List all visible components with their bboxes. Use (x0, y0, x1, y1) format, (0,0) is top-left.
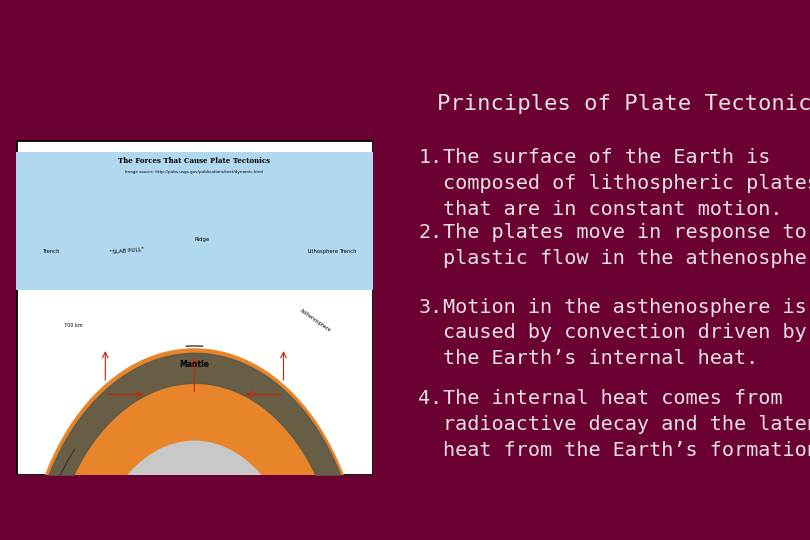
Bar (16, 152, 373, 272)
Ellipse shape (89, 441, 300, 540)
Text: radioactive decay and the latent: radioactive decay and the latent (443, 415, 810, 434)
Text: 4.: 4. (418, 389, 442, 408)
Ellipse shape (24, 348, 365, 540)
Text: Asthenosphere: Asthenosphere (300, 308, 332, 333)
Text: composed of lithospheric plates: composed of lithospheric plates (443, 174, 810, 193)
Ellipse shape (138, 510, 251, 540)
Bar (16, 152, 373, 291)
Text: The Forces That Cause Plate Tectonics: The Forces That Cause Plate Tectonics (118, 157, 271, 165)
Text: the Earth’s internal heat.: the Earth’s internal heat. (443, 349, 759, 368)
Text: Trench: Trench (43, 249, 61, 254)
Text: Image source: http://pubs.usgs.gov/publications/text/dynamic.html: Image source: http://pubs.usgs.gov/publi… (126, 171, 263, 174)
Text: caused by convection driven by: caused by convection driven by (443, 323, 807, 342)
Text: 700 km: 700 km (64, 322, 82, 328)
Text: The internal heat comes from: The internal heat comes from (443, 389, 783, 408)
Text: 2.: 2. (418, 223, 442, 242)
Text: The plates move in response to: The plates move in response to (443, 223, 807, 242)
Text: 3.: 3. (418, 298, 442, 316)
Text: that are in constant motion.: that are in constant motion. (443, 199, 783, 219)
Text: "SLAB PULL": "SLAB PULL" (109, 247, 143, 255)
Text: heat from the Earth’s formation.: heat from the Earth’s formation. (443, 441, 810, 460)
Text: Motion in the asthenosphere is: Motion in the asthenosphere is (443, 298, 807, 316)
Text: plastic flow in the athenosphere.: plastic flow in the athenosphere. (443, 248, 810, 268)
Text: The surface of the Earth is: The surface of the Earth is (443, 148, 771, 167)
Text: Ridge: Ridge (195, 237, 210, 242)
Text: 1.: 1. (418, 148, 442, 167)
Text: Principles of Plate Tectonics: Principles of Plate Tectonics (437, 94, 810, 114)
Text: Trench: Trench (339, 249, 357, 254)
Text: Lithosphere: Lithosphere (308, 249, 339, 254)
Text: Mantle: Mantle (179, 360, 210, 369)
